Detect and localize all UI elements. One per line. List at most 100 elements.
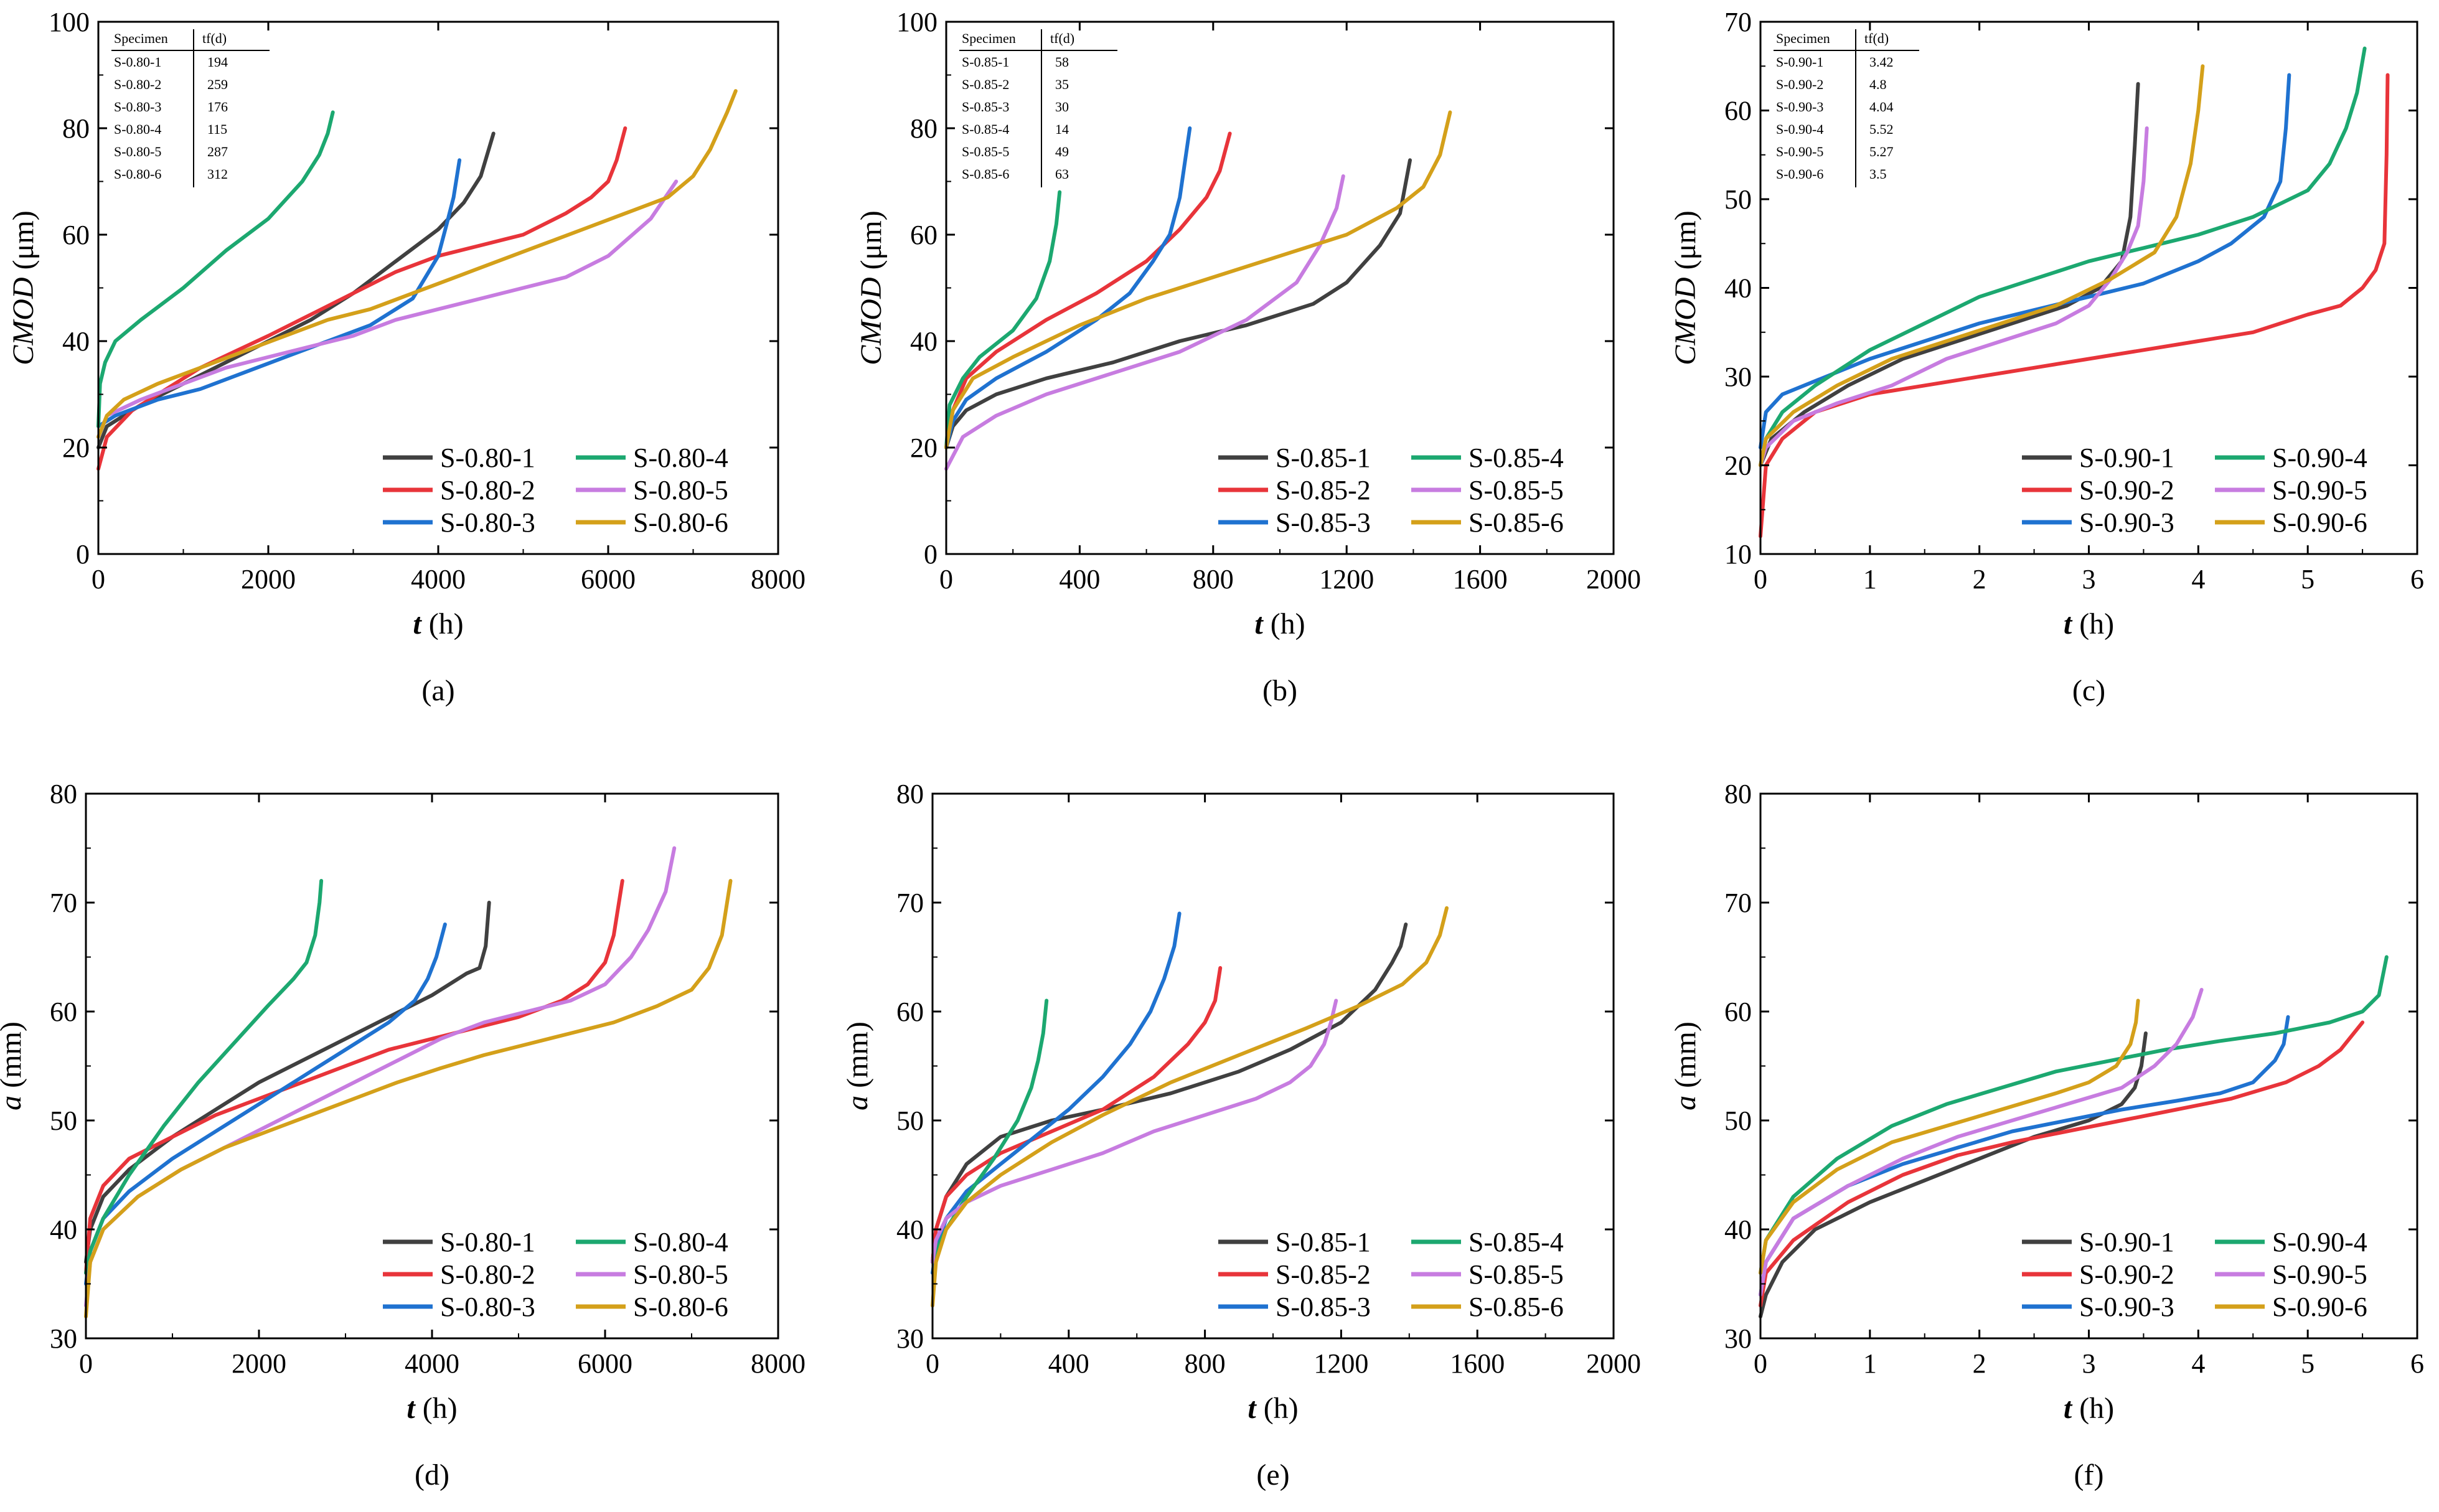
- y-tick-label: 50: [50, 1106, 77, 1136]
- chart-panel-4: 0 2000 4000 6000 8000 30 40 50 60 70 80 t (h) a (mm)…: [0, 779, 806, 1491]
- panel-label: (c): [2072, 674, 2105, 707]
- y-tick-label: 70: [896, 888, 924, 918]
- table-cell-specimen: S-0.80-3: [114, 99, 161, 115]
- table-cell-specimen: S-0.80-1: [114, 54, 161, 70]
- table-header-tf: tf(d): [1864, 31, 1889, 46]
- series-group: [931, 906, 1449, 1308]
- y-tick-label: 60: [50, 997, 77, 1027]
- panel-label: (a): [421, 674, 454, 707]
- table-cell-specimen: S-0.80-2: [114, 77, 161, 92]
- x-tick-label: 8000: [751, 1348, 806, 1379]
- x-axis-unit: (h): [1256, 1392, 1299, 1425]
- table-cell-specimen: S-0.90-1: [1776, 54, 1823, 70]
- y-tick-label: 60: [896, 997, 924, 1027]
- series-line-s-0.80-3: [84, 923, 447, 1286]
- x-axis-unit: (h): [2072, 1392, 2114, 1425]
- x-tick-label: 4000: [405, 1348, 459, 1379]
- series-line-s-0.90-2: [1759, 1020, 2365, 1308]
- x-axis-symbol: t: [413, 608, 422, 641]
- legend: S-0.80-1 S-0.80-4 S-0.80-2 S-0.80-5 S-0.80-3…: [383, 443, 728, 538]
- series-line-s-0.85-5: [931, 998, 1338, 1264]
- x-tick-label: 0: [939, 564, 953, 594]
- legend-label-s-0.85-5: S-0.85-5: [1469, 1259, 1564, 1290]
- table-cell-specimen: S-0.90-6: [1776, 166, 1823, 182]
- series-line-s-0.85-2: [931, 966, 1223, 1264]
- chart-panel-2: 0 400 800 1200 1600 2000 0 20 40 60 80 100 t (h) CMOD…: [855, 7, 1641, 707]
- table-header-specimen: Specimen: [114, 31, 168, 46]
- x-axis-title: t (h): [413, 608, 463, 641]
- table-cell-tf: 58: [1055, 54, 1069, 70]
- series-line-s-0.85-6: [931, 906, 1449, 1308]
- y-axis-symbol: CMOD: [1669, 277, 1702, 365]
- y-tick-label: 20: [1724, 451, 1752, 481]
- x-tick-label: 6: [2410, 1348, 2424, 1379]
- legend-label-s-0.80-6: S-0.80-6: [633, 1292, 728, 1322]
- series-line-s-0.80-6: [96, 89, 738, 439]
- table-cell-tf: 287: [207, 144, 228, 159]
- legend-label-s-0.90-1: S-0.90-1: [2079, 443, 2174, 473]
- y-axis-title: CMOD (μm): [7, 210, 40, 365]
- x-axis-unit: (h): [2072, 608, 2114, 641]
- x-tick-label: 0: [79, 1348, 93, 1379]
- series-group: [1759, 955, 2389, 1318]
- legend-label-s-0.85-2: S-0.85-2: [1276, 475, 1371, 505]
- x-axis-symbol: t: [2064, 1392, 2073, 1425]
- series-line-s-0.90-6: [1759, 998, 2140, 1275]
- x-tick-label: 0: [926, 1348, 939, 1379]
- series-group: [944, 110, 1452, 471]
- table-cell-tf: 3.42: [1869, 54, 1894, 70]
- legend-label-s-0.80-6: S-0.80-6: [633, 507, 728, 538]
- series-group: [1759, 46, 2390, 538]
- legend-label-s-0.85-2: S-0.85-2: [1276, 1259, 1371, 1290]
- table-cell-tf: 63: [1055, 166, 1069, 182]
- series-line-s-0.85-4: [944, 190, 1062, 449]
- y-axis-title: CMOD (μm): [855, 210, 888, 365]
- x-axis-title: t (h): [1248, 1392, 1298, 1425]
- series-line-s-0.85-1: [944, 158, 1412, 449]
- y-tick-label: 40: [1724, 1214, 1752, 1245]
- legend-label-s-0.85-3: S-0.85-3: [1276, 507, 1371, 538]
- legend-label-s-0.90-3: S-0.90-3: [2079, 507, 2174, 538]
- table-cell-specimen: S-0.85-1: [962, 54, 1009, 70]
- y-tick-label: 20: [910, 433, 938, 463]
- series-line-s-0.80-2: [84, 879, 624, 1275]
- series-line-s-0.80-1: [84, 901, 491, 1264]
- x-axis-symbol: t: [1254, 608, 1264, 641]
- x-tick-label: 2: [1973, 564, 1986, 594]
- y-axis-symbol: CMOD: [855, 277, 888, 365]
- x-tick-label: 2000: [1586, 1348, 1641, 1379]
- legend-label-s-0.85-4: S-0.85-4: [1469, 443, 1564, 473]
- table-cell-specimen: S-0.80-6: [114, 166, 161, 182]
- y-tick-label: 10: [1724, 539, 1752, 570]
- y-tick-label: 80: [896, 779, 924, 809]
- chart-panel-6: 0 1 2 3 4 5 6 30 40 50 60 70 80 t (h) a (mm) (f) S-0.90-…: [1669, 779, 2424, 1491]
- legend-label-s-0.90-5: S-0.90-5: [2272, 1259, 2367, 1290]
- y-tick-label: 40: [62, 326, 90, 357]
- y-tick-label: 70: [50, 888, 77, 918]
- table-cell-specimen: S-0.80-4: [114, 121, 161, 137]
- x-tick-label: 1600: [1450, 1348, 1505, 1379]
- x-tick-label: 4000: [411, 564, 466, 594]
- y-axis-unit: (mm): [1669, 1021, 1702, 1096]
- x-axis-symbol: t: [406, 1392, 416, 1425]
- y-tick-label: 20: [62, 433, 90, 463]
- series-line-s-0.80-5: [96, 179, 679, 439]
- series-line-s-0.85-2: [944, 131, 1232, 449]
- table-cell-tf: 312: [207, 166, 228, 182]
- series-line-s-0.80-6: [84, 879, 733, 1318]
- table-cell-tf: 5.52: [1869, 121, 1894, 137]
- x-tick-label: 0: [92, 564, 105, 594]
- x-tick-label: 6: [2410, 564, 2424, 594]
- y-tick-label: 40: [896, 1214, 924, 1245]
- series-group: [96, 89, 738, 471]
- table-cell-tf: 5.27: [1869, 144, 1894, 159]
- y-axis-unit: (μm): [1669, 210, 1702, 277]
- series-line-s-0.85-6: [944, 110, 1452, 449]
- legend-label-s-0.80-1: S-0.80-1: [440, 443, 535, 473]
- chart-panel-3: 0 1 2 3 4 5 6 10 20 30 40 50 60 70 t (h) CMOD (μm) (c) S-…: [1669, 7, 2424, 707]
- table-cell-tf: 4.8: [1869, 77, 1887, 92]
- legend-label-s-0.80-3: S-0.80-3: [440, 507, 535, 538]
- series-line-s-0.85-1: [931, 923, 1408, 1264]
- table-cell-specimen: S-0.85-6: [962, 166, 1009, 182]
- table-cell-tf: 35: [1055, 77, 1069, 92]
